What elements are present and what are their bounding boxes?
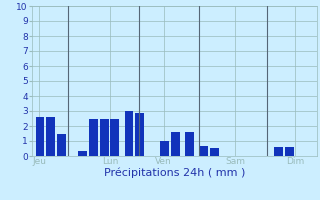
Bar [160, 141, 169, 156]
Bar [199, 146, 208, 156]
Bar [274, 147, 283, 156]
Bar [36, 117, 44, 156]
Bar [57, 134, 66, 156]
X-axis label: Précipitations 24h ( mm ): Précipitations 24h ( mm ) [104, 168, 245, 178]
Bar [78, 151, 87, 156]
Bar [285, 147, 294, 156]
Bar [110, 118, 119, 156]
Bar [135, 112, 144, 156]
Bar [185, 132, 194, 156]
Bar [46, 117, 55, 156]
Bar [171, 132, 180, 156]
Bar [210, 148, 219, 156]
Bar [124, 111, 133, 156]
Bar [100, 118, 108, 156]
Bar [89, 118, 98, 156]
